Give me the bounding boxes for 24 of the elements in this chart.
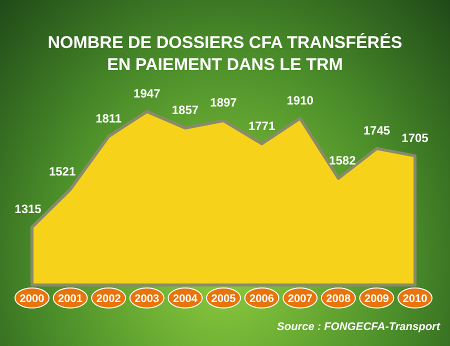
data-label: 1582 [329,153,356,168]
x-tick-label: 2009 [364,293,389,305]
data-label: 1521 [48,164,76,178]
x-tick-label: 2001 [58,293,83,305]
data-label: 1745 [363,124,390,138]
x-tick-label: 2006 [250,293,274,305]
data-label: 1705 [402,130,429,145]
data-label: 1910 [286,93,314,108]
x-tick-label: 2005 [211,293,236,305]
x-tick-label: 2002 [96,293,121,305]
chart-title: NOMBRE DE DOSSIERS CFA TRANSFÉRÉS EN PAIEMENT DANS LE TRM [48,32,402,74]
data-label: 1811 [96,111,122,126]
x-tick-label: 2003 [134,293,160,305]
annotation: Source : FONGECFA-Transport [277,321,442,333]
x-tick-label: 2004 [172,293,198,305]
data-label: 1315 [14,202,42,216]
x-tick-label: 2007 [288,293,312,305]
data-label: 1857 [172,103,199,118]
data-label: 1947 [134,86,161,101]
x-tick-label: 2000 [20,293,44,305]
data-label: 1897 [210,96,238,110]
data-label: 1771 [248,118,276,133]
x-tick-label: 2008 [326,293,351,305]
x-tick-label: 2010 [402,293,428,305]
